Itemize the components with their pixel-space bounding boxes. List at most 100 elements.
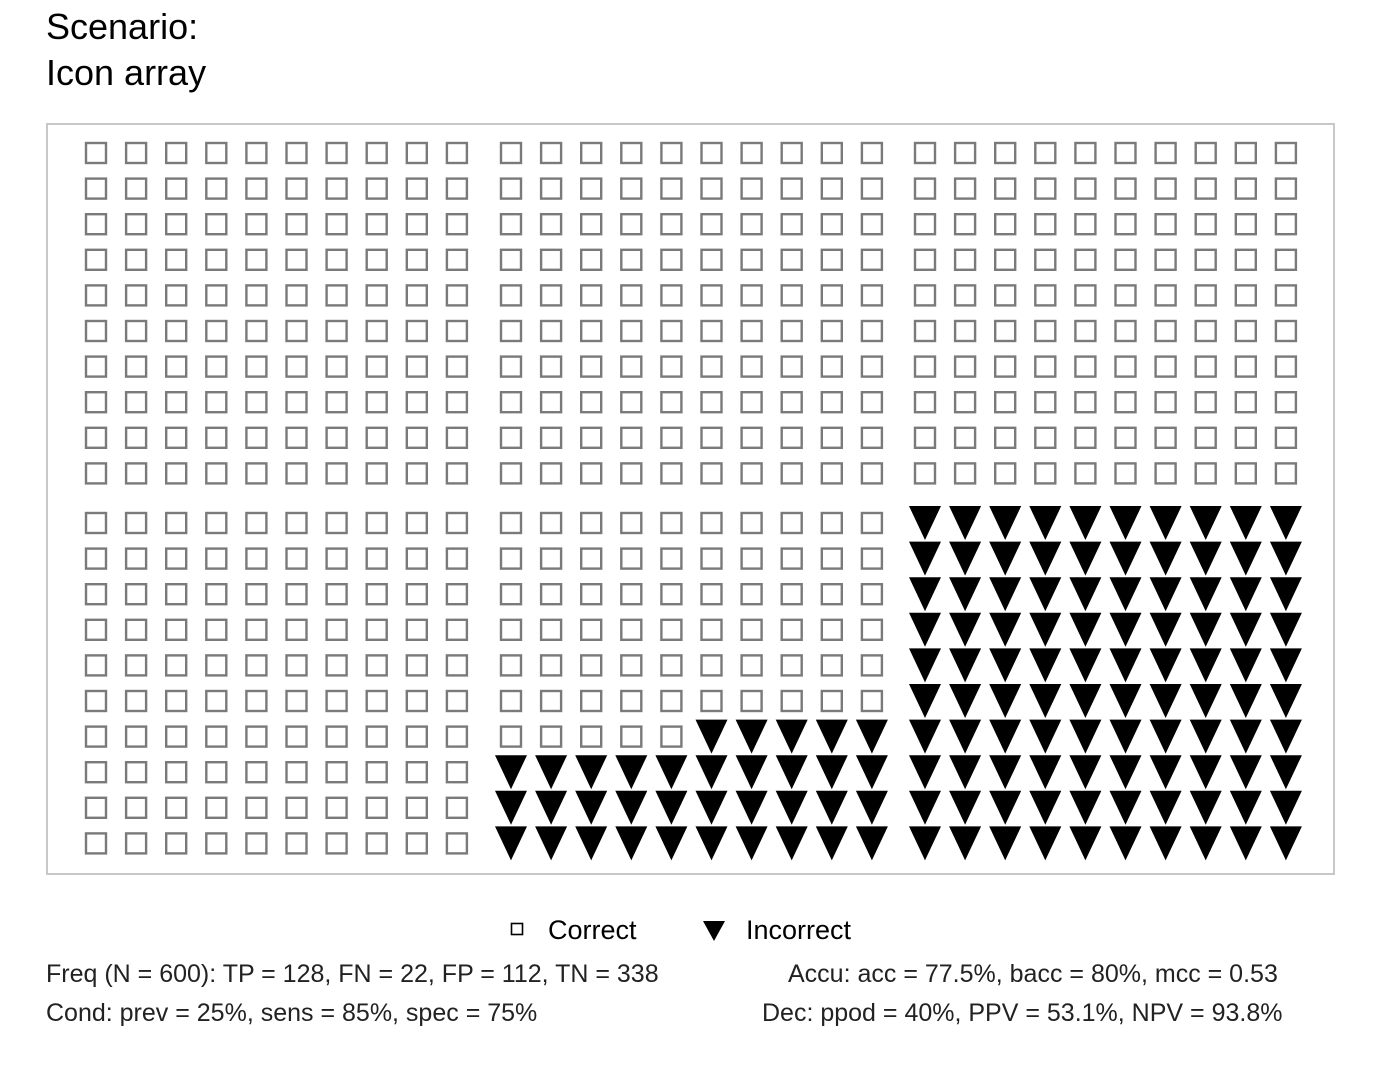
- icon-incorrect: [735, 790, 768, 825]
- icon-correct: [499, 654, 523, 677]
- icon-correct: [84, 583, 108, 606]
- icon-correct: [164, 618, 188, 641]
- icon-incorrect: [1069, 577, 1102, 612]
- icon-correct: [325, 141, 348, 165]
- icon-incorrect: [989, 648, 1022, 683]
- icon-incorrect: [1229, 612, 1262, 647]
- icon-correct: [245, 212, 268, 236]
- icon-correct: [953, 248, 977, 272]
- icon-correct: [740, 462, 763, 485]
- icon-correct: [740, 248, 763, 272]
- icon-correct: [405, 689, 428, 713]
- icon-correct: [780, 141, 803, 165]
- icon-correct: [245, 141, 268, 165]
- icon-correct: [953, 212, 977, 236]
- icon-correct: [820, 248, 843, 272]
- icon-correct: [539, 547, 563, 570]
- icon-correct: [580, 177, 603, 200]
- icon-incorrect: [1189, 577, 1222, 612]
- icon-correct: [539, 391, 563, 414]
- icon-correct: [325, 547, 348, 570]
- icon-incorrect: [575, 826, 608, 861]
- icon-correct: [1154, 462, 1177, 485]
- icon-correct: [1274, 462, 1298, 485]
- icon-incorrect: [1149, 612, 1182, 647]
- icon-correct: [1274, 391, 1298, 414]
- icon-incorrect: [735, 826, 768, 861]
- icon-correct: [620, 462, 643, 485]
- icon-correct: [620, 426, 643, 449]
- icon-incorrect: [949, 506, 982, 540]
- icon-correct: [405, 761, 428, 784]
- icon-correct: [245, 583, 268, 606]
- icon-correct: [245, 725, 268, 748]
- icon-correct: [325, 832, 348, 855]
- icon-correct: [124, 212, 148, 236]
- icon-correct: [580, 141, 603, 165]
- icon-correct: [325, 796, 348, 819]
- icon-correct: [245, 426, 268, 449]
- icon-incorrect: [775, 826, 808, 861]
- icon-correct: [164, 725, 188, 748]
- icon-incorrect: [1229, 790, 1262, 825]
- icon-correct: [1154, 426, 1177, 449]
- icon-incorrect: [615, 790, 648, 825]
- icon-correct: [860, 355, 884, 378]
- icon-correct: [820, 689, 843, 713]
- icon-incorrect: [949, 577, 982, 612]
- icon-correct: [1034, 391, 1057, 414]
- icon-correct: [325, 583, 348, 606]
- icon-correct: [994, 248, 1017, 272]
- icon-correct: [1154, 248, 1177, 272]
- icon-incorrect: [1189, 612, 1222, 647]
- icon-correct: [1194, 284, 1217, 307]
- icon-correct: [539, 618, 563, 641]
- icon-correct: [164, 511, 188, 535]
- icon-correct: [700, 426, 723, 449]
- icon-correct: [164, 177, 188, 200]
- icon-correct: [124, 654, 148, 677]
- icon-incorrect: [1149, 577, 1182, 612]
- icon-correct: [325, 761, 348, 784]
- icon-correct: [620, 212, 643, 236]
- icon-correct: [860, 511, 884, 535]
- icon-correct: [445, 547, 469, 570]
- icon-correct: [1274, 177, 1298, 200]
- icon-incorrect: [949, 826, 982, 861]
- icon-incorrect: [1229, 577, 1262, 612]
- icon-correct: [325, 248, 348, 272]
- icon-correct: [539, 141, 563, 165]
- icon-correct: [365, 725, 388, 748]
- icon-incorrect: [1069, 648, 1102, 683]
- icon-correct: [994, 355, 1017, 378]
- icon-incorrect: [815, 755, 848, 790]
- icon-correct: [620, 319, 643, 343]
- icon-correct: [994, 284, 1017, 307]
- icon-correct: [740, 618, 763, 641]
- icon-correct: [245, 462, 268, 485]
- icon-correct: [365, 177, 388, 200]
- icon-incorrect: [1029, 541, 1062, 576]
- icon-correct: [953, 355, 977, 378]
- icon-incorrect: [775, 790, 808, 825]
- icon-correct: [405, 319, 428, 343]
- icon-correct: [780, 654, 803, 677]
- icon-correct: [285, 355, 308, 378]
- icon-correct: [405, 212, 428, 236]
- icon-correct: [1114, 141, 1137, 165]
- icon-correct: [953, 426, 977, 449]
- icon-correct: [499, 462, 523, 485]
- icon-incorrect: [815, 790, 848, 825]
- icon-correct: [164, 426, 188, 449]
- icon-incorrect: [1029, 790, 1062, 825]
- icon-incorrect: [615, 755, 648, 790]
- icon-correct: [820, 355, 843, 378]
- icon-correct: [913, 426, 937, 449]
- icon-correct: [1194, 212, 1217, 236]
- icon-correct: [740, 426, 763, 449]
- icon-incorrect: [949, 755, 982, 790]
- icon-correct: [365, 761, 388, 784]
- icon-incorrect: [909, 612, 941, 647]
- icon-correct: [445, 177, 469, 200]
- icon-incorrect: [1069, 506, 1102, 540]
